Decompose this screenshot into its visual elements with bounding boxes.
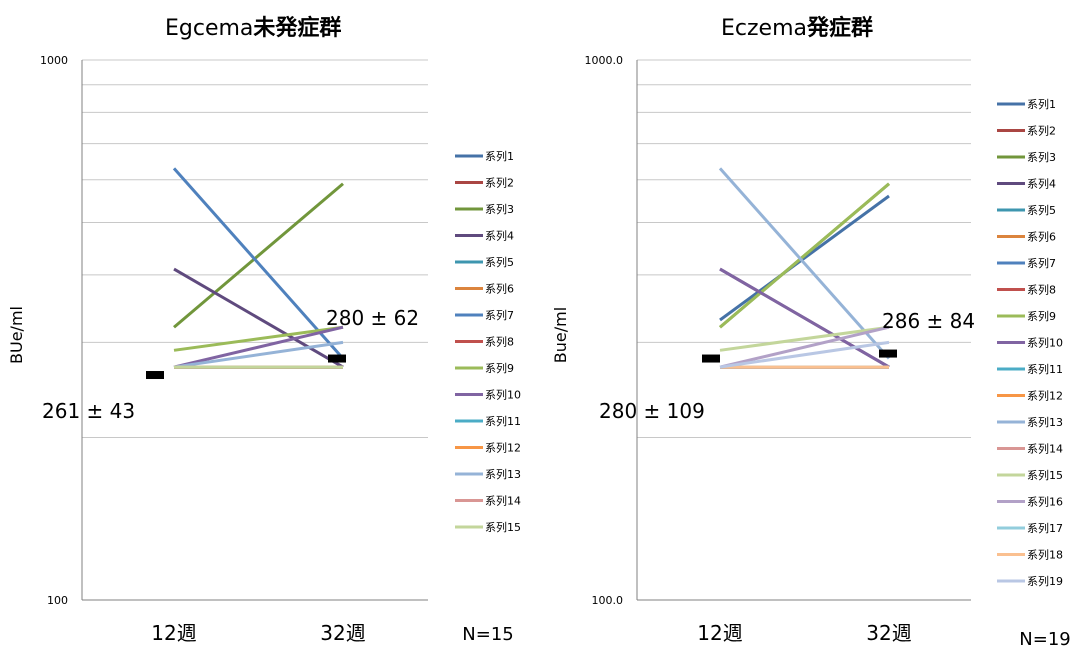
series-line (719, 267, 890, 369)
legend-label: 系列14 (485, 494, 521, 508)
series-line (172, 167, 345, 360)
legend-label: 系列5 (1027, 203, 1056, 217)
legend-label: 系列1 (1027, 97, 1056, 111)
legend-label: 系列3 (1027, 150, 1056, 164)
y-tick-label: 1000 (40, 54, 68, 67)
n-label: N=15 (462, 624, 513, 645)
series-line (719, 325, 890, 369)
legend-label: 系列16 (1027, 495, 1063, 509)
x-tick-label: 32週 (320, 621, 365, 645)
legend-label: 系列2 (1027, 124, 1056, 138)
legend-label: 系列18 (1027, 548, 1063, 562)
legend-label: 系列8 (485, 335, 514, 349)
y-tick-label: 100.0 (592, 594, 624, 607)
legend-label: 系列10 (485, 388, 521, 402)
mean-marker (146, 371, 164, 380)
chart-svg-left: 1000 100 BUe/ml 12週 32週 N=15 261 ± 43 280 ± 62 系… (7, 54, 521, 645)
y-tick-label: 1000.0 (585, 54, 624, 67)
legend-label: 系列13 (485, 467, 521, 481)
mean-annotation: 286 ± 84 (882, 309, 975, 333)
chart-title: Egcema未発症群 (165, 10, 341, 42)
legend-label: 系列9 (1027, 309, 1056, 323)
n-label: N=19 (1019, 629, 1070, 650)
legend-label: 系列5 (485, 255, 514, 269)
legend-label: 系列17 (1027, 521, 1063, 535)
legend-label: 系列11 (1027, 362, 1063, 376)
chart-panel-right: Eczema発症群 1000.0 100.0 Bue/ml 12週 32週 N=19 280… (539, 0, 1078, 654)
mean-annotation: 261 ± 43 (42, 399, 135, 423)
chart-title-group: 発症群 (807, 16, 874, 41)
chart-title: Eczema発症群 (721, 10, 873, 42)
legend-label: 系列8 (1027, 283, 1056, 297)
legend-label: 系列12 (1027, 389, 1063, 403)
legend-label: 系列14 (1027, 442, 1063, 456)
legend-label: 系列9 (485, 361, 514, 375)
legend-label: 系列10 (1027, 336, 1063, 350)
legend-label: 系列11 (485, 414, 521, 428)
mean-marker (328, 354, 346, 363)
legend-label: 系列2 (485, 176, 514, 190)
series-line (173, 325, 344, 369)
series-line (719, 325, 890, 352)
legend-label: 系列6 (1027, 230, 1056, 244)
x-tick-label: 32週 (866, 621, 911, 645)
y-tick-label: 100 (47, 594, 68, 607)
y-axis-label: Bue/ml (551, 307, 570, 363)
legend-label: 系列15 (1027, 468, 1063, 482)
series-line (173, 325, 344, 352)
series-line (173, 340, 344, 369)
series-line (173, 267, 344, 369)
chart-svg-right: 1000.0 100.0 Bue/ml 12週 32週 N=19 280 ± 109 286 … (551, 54, 1071, 650)
x-tick-label: 12週 (151, 621, 196, 645)
x-tick-label: 12週 (697, 621, 742, 645)
legend-label: 系列19 (1027, 574, 1063, 588)
legend-label: 系列4 (485, 229, 514, 243)
mean-marker (879, 349, 897, 358)
legend-label: 系列7 (485, 308, 514, 322)
legend-label: 系列12 (485, 441, 521, 455)
legend-label: 系列3 (485, 202, 514, 216)
legend-label: 系列4 (1027, 177, 1056, 191)
legend-label: 系列13 (1027, 415, 1063, 429)
series-line (719, 194, 890, 322)
series-line (719, 340, 890, 369)
chart-title-prefix: Egcema (165, 16, 254, 41)
legend-label: 系列7 (1027, 256, 1056, 270)
chart-title-group: 未発症群 (253, 16, 342, 41)
legend-label: 系列1 (485, 149, 514, 163)
series-line (718, 167, 891, 360)
series-line (719, 182, 890, 329)
mean-annotation: 280 ± 109 (599, 399, 705, 423)
chart-title-prefix: Eczema (721, 16, 807, 41)
legend-label: 系列15 (485, 520, 521, 534)
legend-label: 系列6 (485, 282, 514, 296)
chart-panel-left: Egcema未発症群 1000 100 BUe/ml 12週 32週 N=15 261 ± … (0, 0, 539, 654)
mean-annotation: 280 ± 62 (326, 306, 419, 330)
mean-marker (702, 354, 720, 363)
series-line (173, 182, 344, 329)
y-axis-label: BUe/ml (7, 306, 26, 364)
